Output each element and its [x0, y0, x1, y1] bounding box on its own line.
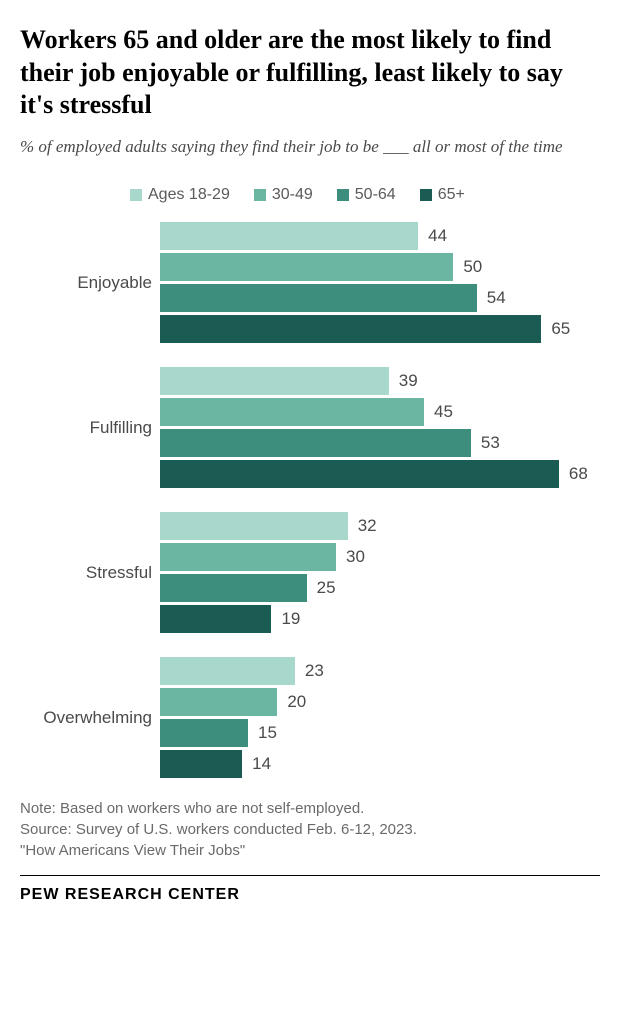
bar-row: 25 — [160, 574, 600, 602]
bar — [160, 222, 418, 250]
bar-row: 32 — [160, 512, 600, 540]
bar-value: 25 — [307, 578, 336, 598]
bar-value: 15 — [248, 723, 277, 743]
bar — [160, 315, 541, 343]
report-line: "How Americans View Their Jobs" — [20, 840, 600, 861]
bar — [160, 688, 277, 716]
bar-row: 19 — [160, 605, 600, 633]
bar — [160, 657, 295, 685]
bar — [160, 512, 348, 540]
footer-attribution: PEW RESEARCH CENTER — [20, 875, 600, 904]
bar-row: 65 — [160, 315, 600, 343]
group-label: Enjoyable — [20, 273, 160, 293]
bar — [160, 398, 424, 426]
bar-group: Overwhelming 23 2015 14 — [20, 657, 600, 778]
legend: Ages 18-29 30-49 50-64 65+ — [130, 186, 600, 204]
bar-group: Fulfilling 39 45 53 68 — [20, 367, 600, 488]
bar-chart: Enjoyable 44 50 54 65 Fulfilling 39 45 53 68 Stres… — [20, 222, 600, 778]
legend-label: Ages 18-29 — [148, 186, 230, 204]
bar-value: 50 — [453, 257, 482, 277]
chart-notes: Note: Based on workers who are not self-… — [20, 798, 600, 861]
bar-row: 39 — [160, 367, 600, 395]
legend-label: 50-64 — [355, 186, 396, 204]
group-label: Stressful — [20, 563, 160, 583]
bar-value: 23 — [295, 661, 324, 681]
bar-value: 68 — [559, 464, 588, 484]
bars-container: 23 2015 14 — [160, 657, 600, 778]
bar-row: 50 — [160, 253, 600, 281]
bar-group: Stressful 32 3025 19 — [20, 512, 600, 633]
bar-value: 14 — [242, 754, 271, 774]
bar — [160, 605, 271, 633]
bar-row: 15 — [160, 719, 600, 747]
note-line: Note: Based on workers who are not self-… — [20, 798, 600, 819]
bar-value: 19 — [271, 609, 300, 629]
bars-container: 44 50 54 65 — [160, 222, 600, 343]
bar — [160, 284, 477, 312]
bars-container: 32 3025 19 — [160, 512, 600, 633]
legend-swatch — [337, 189, 349, 201]
bar — [160, 574, 307, 602]
chart-title: Workers 65 and older are the most likely… — [20, 24, 600, 122]
bar-value: 45 — [424, 402, 453, 422]
bar-value: 20 — [277, 692, 306, 712]
bar — [160, 750, 242, 778]
bar-row: 44 — [160, 222, 600, 250]
bar-row: 20 — [160, 688, 600, 716]
bars-container: 39 45 53 68 — [160, 367, 600, 488]
bar-value: 30 — [336, 547, 365, 567]
bar-row: 54 — [160, 284, 600, 312]
bar — [160, 719, 248, 747]
legend-item: 30-49 — [254, 186, 313, 204]
bar — [160, 543, 336, 571]
bar-row: 53 — [160, 429, 600, 457]
group-label: Fulfilling — [20, 418, 160, 438]
legend-item: 65+ — [420, 186, 465, 204]
legend-label: 65+ — [438, 186, 465, 204]
group-label: Overwhelming — [20, 708, 160, 728]
bar-value: 39 — [389, 371, 418, 391]
bar-group: Enjoyable 44 50 54 65 — [20, 222, 600, 343]
bar-value: 44 — [418, 226, 447, 246]
bar-value: 32 — [348, 516, 377, 536]
bar — [160, 460, 559, 488]
chart-subtitle: % of employed adults saying they find th… — [20, 136, 600, 159]
bar-row: 23 — [160, 657, 600, 685]
bar-row: 14 — [160, 750, 600, 778]
bar-row: 68 — [160, 460, 600, 488]
bar-row: 45 — [160, 398, 600, 426]
source-line: Source: Survey of U.S. workers conducted… — [20, 819, 600, 840]
legend-label: 30-49 — [272, 186, 313, 204]
bar — [160, 253, 453, 281]
bar — [160, 429, 471, 457]
bar-row: 30 — [160, 543, 600, 571]
legend-item: Ages 18-29 — [130, 186, 230, 204]
bar-value: 54 — [477, 288, 506, 308]
legend-swatch — [130, 189, 142, 201]
legend-swatch — [420, 189, 432, 201]
legend-swatch — [254, 189, 266, 201]
legend-item: 50-64 — [337, 186, 396, 204]
bar-value: 65 — [541, 319, 570, 339]
bar — [160, 367, 389, 395]
bar-value: 53 — [471, 433, 500, 453]
